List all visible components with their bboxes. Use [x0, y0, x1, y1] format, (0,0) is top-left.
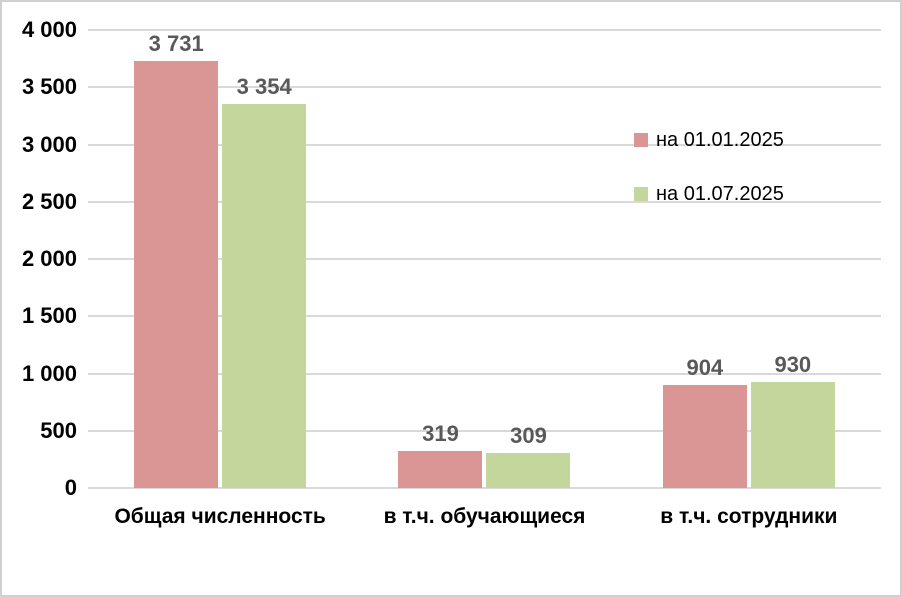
y-axis-tick-label: 2 000 — [21, 246, 77, 271]
bar-value-label: 3 731 — [148, 30, 204, 56]
x-axis: Общая численность в т.ч. обучающиеся в т.ч… — [88, 488, 881, 529]
gridline — [88, 315, 881, 318]
legend-swatch-icon — [634, 187, 648, 201]
bar-series1-cat3: 904 — [662, 355, 747, 488]
gridline — [88, 86, 881, 89]
bar-series1-cat1: 3 731 — [134, 31, 219, 488]
bar-groups: 3 731 3 354 319 309 904 930 — [88, 30, 881, 488]
y-axis-tick-label: 2 500 — [21, 188, 77, 214]
y-axis-tick-label: 1 000 — [21, 360, 77, 386]
bar-series2-cat2: 309 — [486, 423, 571, 488]
legend-swatch-icon — [634, 133, 648, 147]
y-axis-tick-label: 0 — [64, 475, 77, 500]
bar-series2-cat3: 930 — [750, 352, 835, 488]
gridline — [88, 29, 881, 31]
legend-item: на 01.07.2025 — [634, 182, 784, 206]
y-axis-tick-label: 3 000 — [21, 131, 77, 157]
legend: на 01.01.2025 на 01.07.2025 — [634, 128, 784, 206]
bar-group: 3 731 3 354 — [88, 30, 352, 488]
bar-value-label: 319 — [422, 421, 459, 447]
gridline — [88, 258, 881, 260]
category-label: в т.ч. обучающиеся — [383, 505, 586, 528]
bar-value-label: 930 — [774, 351, 812, 377]
gridline — [88, 200, 881, 203]
y-axis-tick-label: 1 500 — [21, 303, 77, 329]
category-label: Общая численность — [114, 505, 326, 528]
legend-label: на 01.01.2025 — [656, 129, 784, 151]
gridline — [88, 372, 881, 375]
bar-value-label: 309 — [510, 422, 547, 448]
category-label: в т.ч. сотрудники — [660, 505, 838, 528]
y-axis-tick-label: 500 — [40, 417, 77, 443]
gridline — [88, 429, 881, 432]
legend-item: на 01.01.2025 — [634, 128, 784, 152]
gridline — [88, 487, 881, 489]
bar-value-label: 3 354 — [236, 73, 292, 99]
legend-label: на 01.07.2025 — [656, 183, 784, 205]
bar-group: 319 309 — [352, 30, 616, 488]
bar-series2-cat1: 3 354 — [222, 74, 307, 488]
y-axis-tick-label: 4 000 — [21, 17, 77, 42]
gridline — [88, 143, 881, 146]
bar-series1-cat2: 319 — [398, 421, 483, 488]
bar-group: 904 930 — [617, 30, 881, 488]
y-axis-tick-label: 3 500 — [21, 74, 77, 100]
plot-area: 3 731 3 354 319 309 904 930 на 01.01.2025 на 0… — [88, 29, 881, 489]
bar-value-label: 904 — [686, 354, 724, 380]
